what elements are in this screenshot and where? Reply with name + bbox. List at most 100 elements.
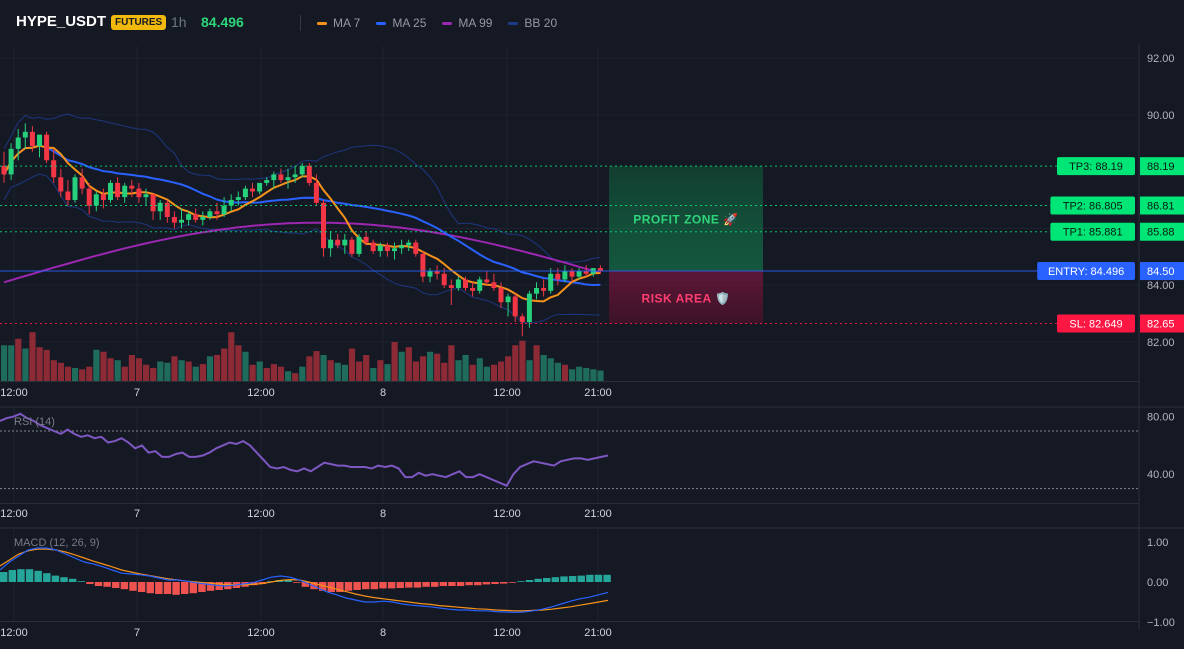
time-tick-label: 7: [134, 387, 140, 399]
macd-histogram-bar: [94, 582, 103, 586]
candle-body: [271, 174, 277, 181]
rsi-tick-label: 40.00: [1147, 469, 1175, 481]
candle-body: [58, 177, 64, 192]
legend-bb20[interactable]: BB 20: [508, 16, 557, 30]
symbol-name[interactable]: HYPE_USDT: [16, 13, 107, 30]
macd-histogram-bar: [129, 582, 137, 591]
macd-histogram-bar: [327, 582, 335, 592]
volume-bar: [498, 361, 505, 381]
time-tick-label: 8: [380, 387, 386, 399]
volume-bar: [412, 361, 419, 381]
volume-bar: [150, 368, 157, 381]
volume-bar: [157, 361, 164, 381]
time-tick-label: 12:00: [247, 508, 275, 520]
time-tick-label: 12:00: [493, 627, 521, 639]
candle-body: [100, 194, 106, 200]
macd-histogram-bar: [137, 582, 146, 592]
macd-histogram-bar: [568, 576, 577, 582]
volume-bar: [36, 347, 43, 381]
volume-bar: [79, 369, 86, 381]
macd-title: MACD (12, 26, 9): [14, 537, 100, 549]
candle-body: [200, 217, 206, 220]
candle-body: [242, 188, 248, 198]
volume-bar: [292, 373, 299, 381]
price-tick-label: 84.00: [1147, 280, 1175, 292]
volume-bar: [135, 358, 143, 381]
candle-body: [356, 236, 362, 254]
macd-histogram-bar: [17, 569, 25, 582]
axis-level-tag: 88.19: [1147, 161, 1175, 173]
candle-body: [427, 270, 433, 277]
macd-histogram-bar: [405, 582, 413, 588]
candle-body: [292, 174, 298, 178]
macd-histogram-bar: [163, 582, 172, 594]
volume-bar: [107, 358, 114, 381]
legend-ma25[interactable]: MA 25: [376, 16, 426, 30]
volume-bar: [398, 351, 405, 381]
macd-histogram-bar: [310, 582, 318, 590]
candle-body: [342, 239, 348, 246]
macd-histogram-bar: [482, 582, 491, 585]
macd-histogram-bar: [465, 582, 473, 586]
volume-bar: [348, 348, 356, 381]
macd-histogram-bar: [551, 577, 560, 582]
volume-bar: [490, 364, 498, 381]
volume-bar: [370, 368, 377, 381]
candle-body: [463, 279, 468, 288]
level-label: TP3: 88.19: [1069, 161, 1123, 173]
macd-histogram-bar: [379, 582, 387, 589]
volume-bar: [377, 360, 384, 381]
volume-bar: [341, 364, 348, 381]
macd-histogram-bar: [439, 582, 448, 586]
ma99-swatch: [442, 21, 453, 25]
price-tick-label: 82.00: [1147, 337, 1175, 349]
volume-bar: [242, 351, 249, 381]
macd-histogram-bar: [293, 582, 301, 583]
volume-bar: [185, 361, 192, 381]
interval-selector[interactable]: 1h: [171, 14, 187, 30]
volume-bar: [441, 362, 448, 381]
macd-line: [0, 547, 609, 614]
candle-body: [228, 199, 234, 206]
legend-divider: [300, 15, 301, 31]
macd-histogram-bar: [181, 582, 189, 594]
volume-bar: [128, 355, 135, 381]
volume-bar: [455, 360, 462, 381]
candle-body: [335, 239, 341, 246]
candle-body: [207, 211, 213, 217]
volume-bar: [114, 360, 121, 381]
volume-bar: [356, 361, 363, 381]
candle-body: [448, 285, 454, 288]
volume-bar: [256, 361, 263, 381]
candle-body: [583, 270, 589, 274]
macd-histogram-bar: [146, 582, 154, 594]
candle-body: [129, 185, 135, 189]
level-label-bg: [1057, 157, 1135, 176]
legend-ma99[interactable]: MA 99: [442, 16, 492, 30]
macd-histogram-bar: [68, 578, 77, 582]
volume-bar: [235, 345, 242, 381]
candle-body: [413, 242, 419, 254]
macd-histogram-bar: [594, 574, 603, 582]
time-tick-label: 21:00: [584, 508, 612, 520]
candle-body: [498, 287, 504, 303]
volume-bar: [299, 366, 306, 381]
candle-body: [321, 202, 326, 249]
axis-level-tag-bg: [1140, 157, 1184, 176]
price-tick-label: 92.00: [1147, 53, 1175, 65]
macd-histogram-bar: [172, 582, 180, 595]
rsi-tick-label: 80.00: [1147, 412, 1175, 424]
legend-ma99-label: MA 99: [458, 16, 493, 30]
macd-histogram-bar: [525, 580, 534, 582]
volume-bar: [206, 356, 214, 381]
risk-zone-label: RISK AREA 🛡️: [642, 291, 731, 305]
ma7-swatch: [317, 21, 327, 25]
macd-tick-label: −1.00: [1147, 617, 1175, 629]
legend-ma7[interactable]: MA 7: [317, 16, 360, 30]
volume-bar: [263, 368, 270, 381]
level-label: SL: 82.649: [1069, 319, 1122, 331]
macd-histogram-bar: [284, 580, 292, 582]
volume-bar: [29, 332, 36, 381]
candle-body: [328, 239, 334, 249]
